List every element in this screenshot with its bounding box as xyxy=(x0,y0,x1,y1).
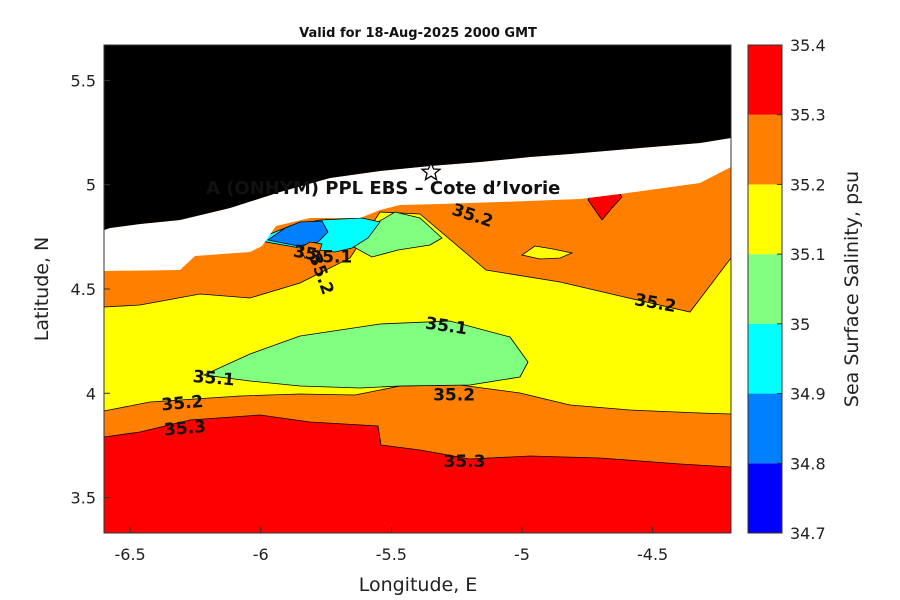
plot-area: 35.235.235.135.135.235.235.335.335.13535… xyxy=(104,45,731,533)
y-tick-label: 4 xyxy=(86,384,96,403)
x-tick-label: -6 xyxy=(253,545,269,564)
band-35-1-35-2-east xyxy=(521,245,574,260)
white-nodata-gap xyxy=(104,125,731,271)
contour-label: 35.2 xyxy=(161,392,205,416)
x-axis-label: Longitude, E xyxy=(359,574,478,596)
y-tick-label: 5 xyxy=(86,176,96,195)
land-mass xyxy=(104,45,731,230)
site-label: A (ONHYM) PPL EBS – Cote d’Ivorie xyxy=(206,178,560,199)
contour-label: 35.3 xyxy=(444,452,486,472)
colorbar-swatch xyxy=(748,45,782,115)
colorbar-tick-label: 35 xyxy=(790,315,810,334)
contour-label: 35.2 xyxy=(433,385,475,405)
x-tick-label: -5 xyxy=(514,545,530,564)
colorbar-swatch xyxy=(748,184,782,255)
colorbar-tick-label: 34.8 xyxy=(790,454,826,473)
y-tick-label: 5.5 xyxy=(71,71,96,90)
colorbar-tick-label: 34.9 xyxy=(790,385,826,404)
y-tick-label: 4.5 xyxy=(71,280,96,299)
colorbar: 34.7 34.8 34.9 35 35.1 35.2 35.3 35.4 xyxy=(747,36,826,543)
y-tick-label: 3.5 xyxy=(71,489,96,508)
contour-label: 35.1 xyxy=(192,367,236,391)
colorbar-tick-label: 34.7 xyxy=(790,524,826,543)
colorbar-label: Sea Surface Salinity, psu xyxy=(841,171,863,407)
colorbar-swatch xyxy=(748,393,782,464)
colorbar-tick-label: 35.3 xyxy=(790,106,826,125)
x-axis-ticks: -6.5 -6 -5.5 -5 -4.5 xyxy=(115,527,668,564)
colorbar-swatch xyxy=(748,254,782,324)
colorbar-swatch xyxy=(748,463,782,533)
colorbar-tick-label: 35.1 xyxy=(790,245,826,264)
y-axis-ticks: 3.5 4 4.5 5 5.5 xyxy=(71,71,110,508)
colorbar-swatch xyxy=(748,114,782,185)
band-34-8-34-9 xyxy=(267,220,329,247)
site-star-marker xyxy=(420,161,442,182)
contour-label: 35.3 xyxy=(163,417,207,441)
contour-label: 35 xyxy=(292,242,319,266)
colorbar-tick-label: 35.4 xyxy=(790,36,826,55)
x-tick-label: -5.5 xyxy=(376,545,407,564)
x-tick-label: -4.5 xyxy=(637,545,668,564)
contour-label: 35.1 xyxy=(310,248,352,268)
colorbar-tick-label: 35.2 xyxy=(790,175,826,194)
y-axis-label: Latitude, N xyxy=(31,237,53,342)
colorbar-frame xyxy=(747,44,783,534)
colorbar-swatch xyxy=(748,323,782,394)
x-tick-label: -6.5 xyxy=(115,545,146,564)
chart-title: Valid for 18-Aug-2025 2000 GMT xyxy=(299,26,537,41)
band-35-0-35-1 xyxy=(202,320,529,389)
band-35-2-35-3-patch xyxy=(299,241,323,259)
